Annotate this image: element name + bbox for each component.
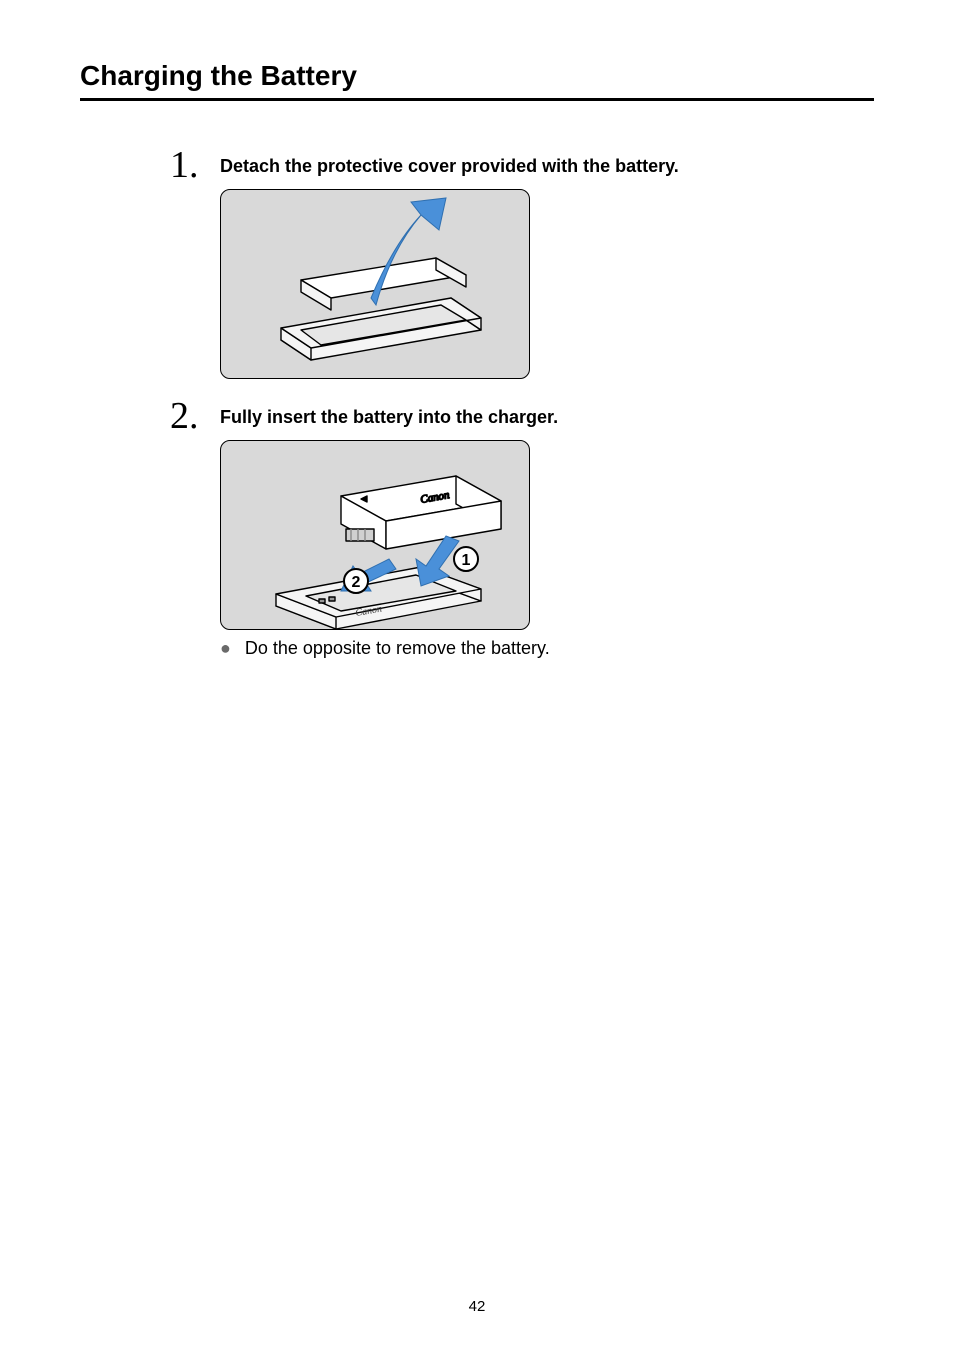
page-number: 42 [0,1298,954,1315]
figure-detach-cover [220,189,530,379]
step-number: 1. [170,146,220,184]
step-2: 2. Fully insert the battery into the cha… [170,397,874,659]
step-body: Detach the protective cover provided wit… [220,146,874,387]
step-note: Do the opposite to remove the battery. [245,638,550,659]
steps-container: 1. Detach the protective cover provided … [170,146,874,659]
step-note-line: ● Do the opposite to remove the battery. [220,638,874,659]
callout-1: 1 [462,552,471,569]
page-title: Charging the Battery [80,60,874,92]
step-instruction: Detach the protective cover provided wit… [220,156,874,177]
step-1: 1. Detach the protective cover provided … [170,146,874,387]
step-number: 2. [170,397,220,435]
callout-2: 2 [352,574,361,591]
figure-insert-battery: Canon Canon [220,440,530,630]
title-rule [80,98,874,101]
step-body: Fully insert the battery into the charge… [220,397,874,659]
manual-page: Charging the Battery 1. Detach the prote… [0,0,954,1345]
step-instruction: Fully insert the battery into the charge… [220,407,874,428]
bullet-icon: ● [220,638,231,659]
illustration-battery-insert: Canon Canon [221,441,530,630]
illustration-battery-cover [221,190,530,379]
